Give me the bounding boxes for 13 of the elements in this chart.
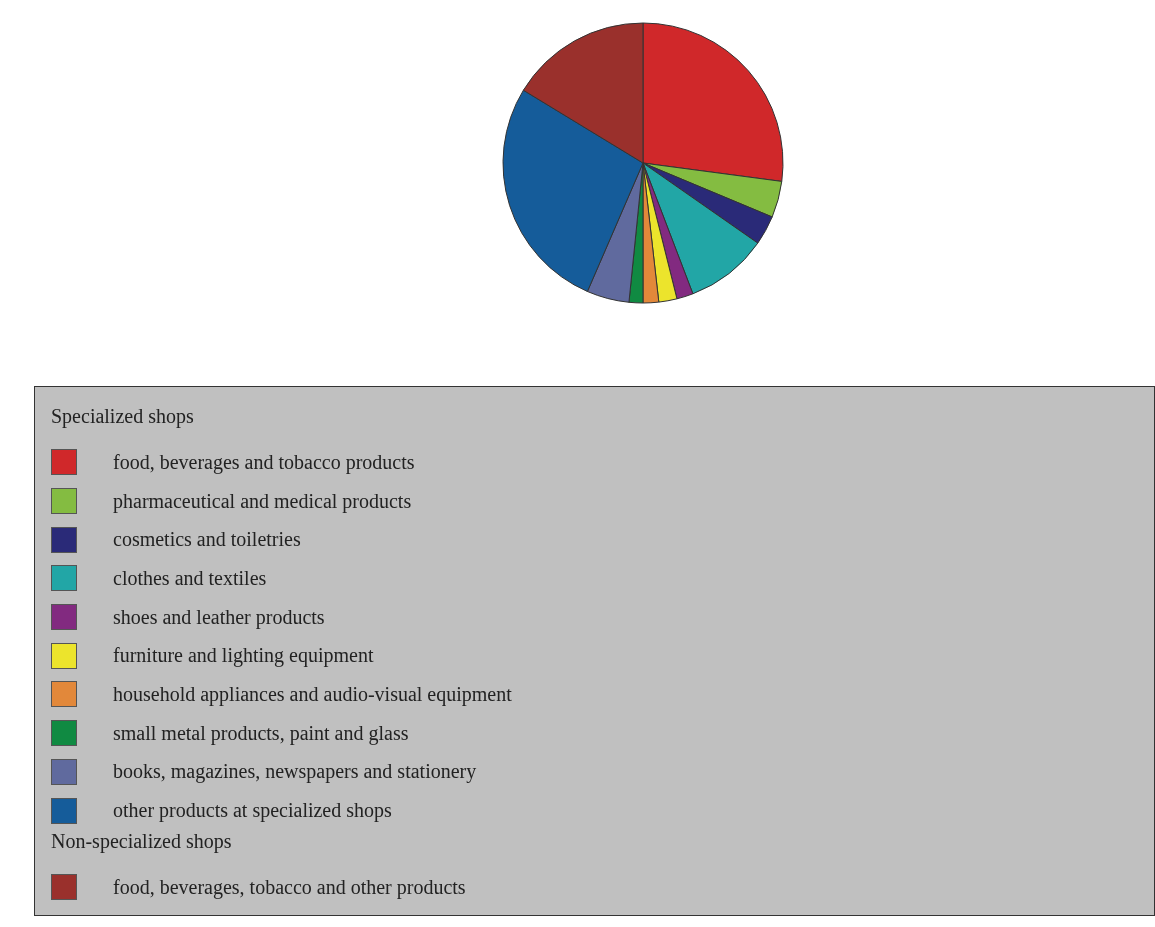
- legend-label: food, beverages, tobacco and other products: [113, 875, 466, 899]
- legend-label: household appliances and audio-visual equipment: [113, 682, 512, 706]
- legend-label: other products at specialized shops: [113, 799, 392, 823]
- legend-label: pharmaceutical and medical products: [113, 489, 412, 513]
- legend-label: small metal products, paint and glass: [113, 721, 409, 745]
- legend-label: shoes and leather products: [113, 605, 325, 629]
- legend-label: books, magazines, newspapers and stationery: [113, 760, 477, 784]
- legend-label: clothes and textiles: [113, 566, 267, 590]
- legend-title: Specialized shops: [51, 405, 195, 430]
- legend-label: furniture and lighting equipment: [113, 644, 374, 668]
- legend-label: cosmetics and toiletries: [113, 528, 301, 552]
- text: Non-specialized shops: [51, 829, 233, 855]
- legend-label: food, beverages and tobacco products: [113, 450, 415, 474]
